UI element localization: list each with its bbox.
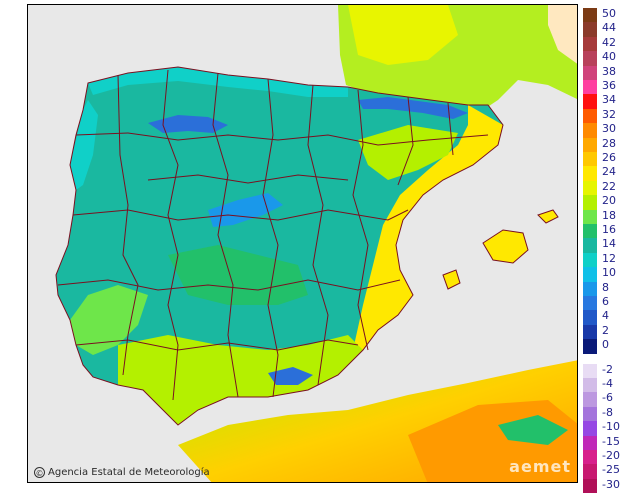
legend-label: 20 (602, 194, 616, 208)
legend-label: -8 (602, 405, 613, 419)
legend-swatch (583, 478, 597, 494)
legend-label: -30 (602, 477, 620, 491)
legend-label: 40 (602, 50, 616, 64)
legend-swatch (583, 22, 597, 37)
legend-swatch (583, 8, 597, 23)
italy-land (548, 5, 577, 64)
legend-label: 6 (602, 295, 609, 308)
southwest-warm (70, 285, 148, 355)
legend-label: -20 (602, 449, 620, 462)
sierra-nevada (268, 367, 313, 385)
legend-swatch (583, 80, 597, 95)
south-warm (118, 335, 363, 425)
aemet-watermark: aemet (509, 457, 571, 476)
legend-swatch (583, 435, 597, 450)
legend-label: 22 (602, 179, 616, 193)
legend-swatch (583, 94, 597, 109)
temperature-map: © Agencia Estatal de Meteorología aemet (27, 4, 578, 483)
legend-label: 32 (602, 107, 616, 121)
copyright-icon: © (34, 467, 45, 478)
legend-swatch (583, 310, 597, 325)
legend-label: 30 (602, 122, 616, 136)
legend-swatch (583, 392, 597, 407)
legend-swatch (583, 123, 597, 138)
legend-swatch (583, 51, 597, 66)
legend-swatch (583, 137, 597, 152)
temperature-legend: 50 44 42 40 38 36 34 32 30 28 26 24 22 20 18 16 14 12 10 8 6… (583, 7, 627, 494)
east-coast-warm (353, 105, 503, 350)
legend-label: 34 (602, 93, 616, 107)
legend-label: 36 (602, 79, 616, 92)
legend-label: 0 (602, 338, 609, 352)
legend-swatch (583, 238, 597, 253)
legend-swatch (583, 108, 597, 124)
galicia-coast (70, 100, 98, 190)
legend-swatch (583, 180, 597, 196)
france-north (348, 5, 458, 65)
legend-swatch (583, 166, 597, 181)
legend-label: 38 (602, 64, 616, 78)
legend-swatch (583, 267, 597, 282)
legend-label: 42 (602, 35, 616, 49)
legend-swatch (583, 406, 597, 422)
legend-label: 24 (602, 165, 616, 179)
legend-swatch (583, 281, 597, 296)
legend-swatch (583, 152, 597, 167)
north-coast-band (88, 67, 348, 97)
legend-label: 2 (602, 323, 609, 337)
legend-label: -2 (602, 362, 613, 376)
island-borders (442, 209, 559, 290)
legend-label: 44 (602, 21, 616, 35)
legend-label: -25 (602, 463, 620, 477)
aemet-credit: © Agencia Estatal de Meteorología (34, 467, 210, 478)
pyrenees (358, 97, 468, 119)
legend-swatch (583, 378, 597, 393)
central-system (208, 193, 283, 227)
legend-swatch (583, 339, 597, 354)
legend-label: 50 (602, 7, 616, 20)
legend-swatch (583, 252, 597, 268)
center-green (168, 245, 308, 305)
province-borders (55, 66, 504, 426)
legend-swatch (583, 195, 597, 210)
legend-label: 18 (602, 208, 616, 222)
legend-swatch (583, 324, 597, 340)
credit-text: Agencia Estatal de Meteorología (48, 467, 210, 478)
legend-label: -6 (602, 391, 613, 405)
legend-swatch (583, 464, 597, 479)
ebro-valley (358, 125, 458, 180)
africa-mountain (498, 415, 568, 445)
legend-label: -10 (602, 420, 620, 434)
legend-swatch (583, 36, 597, 52)
legend-swatch (583, 65, 597, 80)
legend-label: -15 (602, 434, 620, 448)
mallorca (483, 230, 528, 263)
legend-label: 10 (602, 266, 616, 280)
legend-label: 14 (602, 237, 616, 251)
legend-label: -4 (602, 377, 613, 390)
legend-swatch (583, 450, 597, 465)
legend-swatch (583, 421, 597, 436)
legend-swatch (583, 224, 597, 239)
legend-label: 26 (602, 151, 616, 164)
iberia-map-svg (28, 5, 577, 482)
legend-label: 8 (602, 280, 609, 294)
legend-label: 4 (602, 309, 609, 323)
legend-swatch (583, 363, 597, 378)
legend-label: 12 (602, 251, 616, 265)
ibiza (443, 270, 460, 289)
legend-label: 28 (602, 136, 616, 150)
legend-label: 16 (602, 223, 616, 236)
legend-swatch (583, 296, 597, 311)
cantabrian-mountains (148, 115, 228, 133)
legend-swatch (583, 209, 597, 224)
